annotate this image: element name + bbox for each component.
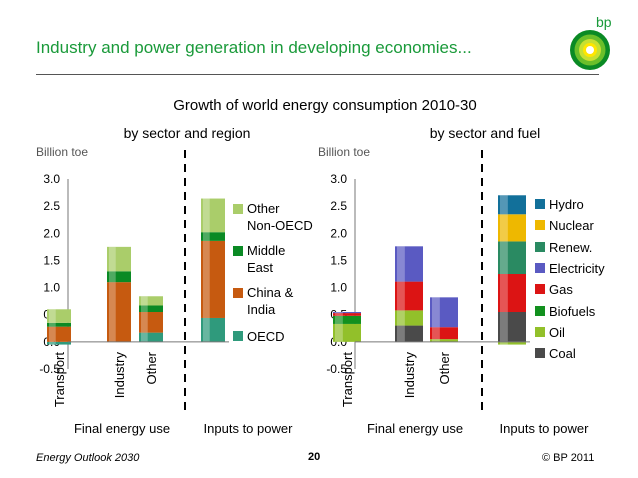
panel-sector-fuel-legend-swatch [535, 263, 545, 273]
panel-sector-region-group-label: Final energy use [74, 421, 170, 436]
panel-sector-fuel-ylabel: Billion toe [318, 145, 370, 159]
panel-sector-fuel-category-label: Industry [402, 352, 417, 399]
panel-sector-region-y-tick-label: 1.0 [43, 281, 60, 295]
panel-sector-fuel-y-tick-label: 1.0 [330, 281, 347, 295]
panel-sector-region-y-tick-label: -0.5 [39, 362, 60, 376]
panel-sector-fuel-y-tick-label: 1.5 [330, 253, 347, 267]
panel-sector-fuel-legend-label: Biofuels [549, 304, 596, 319]
panel-sector-fuel-bar-segment [498, 341, 526, 345]
panel-sector-fuel-bar-segment [333, 323, 361, 342]
panel-sector-region-bar-segment [47, 309, 71, 323]
title-rule [36, 74, 599, 75]
panel-sector-region-y-tick-label: 3.0 [43, 172, 60, 186]
panel-sector-region-legend-label: Middle East [247, 243, 285, 275]
panel-sector-fuel-bar-segment [333, 313, 361, 316]
panel-sector-region-bar-segment [107, 282, 131, 342]
panel-sector-region-bar-segment [107, 271, 131, 283]
panel-sector-region-bar-segment [47, 341, 71, 345]
panel-sector-fuel-bar-segment [498, 195, 526, 215]
panel-sector-fuel-legend-swatch [535, 284, 545, 294]
panel-sector-fuel-bar-segment [395, 246, 423, 282]
panel-sector-region-bar-segment [201, 198, 225, 233]
panel-sector-fuel-bar-segment [395, 325, 423, 342]
panel-sector-fuel-bar-segment [333, 315, 361, 324]
panel-sector-region-category-label: Other [144, 351, 159, 384]
panel-sector-fuel-y-tick-label: 2.5 [330, 199, 347, 213]
panel-sector-region-legend-label: Other Non-OECD [247, 201, 313, 233]
panel-sector-fuel-legend-label: Renew. [549, 240, 592, 255]
panel-sector-fuel-y-tick-label: 3.0 [330, 172, 347, 186]
panel-sector-region-bar-segment [47, 322, 71, 327]
panel-sector-region-legend-swatch [233, 288, 243, 298]
panel-sector-fuel-bar-segment [395, 281, 423, 311]
panel-sector-region-bar-segment [201, 317, 225, 342]
panel-sector-region-category-label: Transport [52, 352, 67, 408]
bp-logo-text: bp [596, 14, 612, 30]
panel-sector-fuel-legend-label: Gas [549, 282, 573, 297]
panel-sector-region-legend-swatch [233, 331, 243, 341]
panel-sector-region-bar-segment [139, 305, 163, 312]
panel-sector-region-legend-label: OECD [247, 329, 285, 344]
panel-sector-fuel-bar-segment [430, 327, 458, 340]
slide-title: Industry and power generation in develop… [36, 38, 472, 57]
panel-sector-fuel-legend-label: Oil [549, 325, 565, 340]
panel-sector-fuel-legend-label: Electricity [549, 261, 605, 276]
panel-sector-fuel-bar-segment [498, 312, 526, 342]
panel-sector-region-legend-label: China & India [247, 285, 294, 317]
panel-sector-region-legend-swatch [233, 246, 243, 256]
panel-sector-fuel-legend-label: Hydro [549, 197, 584, 212]
panel-sector-fuel-legend-swatch [535, 306, 545, 316]
panel-sector-fuel-group-label: Inputs to power [500, 421, 590, 436]
panel-sector-fuel-category-label: Other [437, 351, 452, 384]
panel-sector-fuel-legend-swatch [535, 327, 545, 337]
panel-sector-region-legend-swatch [233, 204, 243, 214]
panel-sector-fuel-legend-swatch [535, 242, 545, 252]
panel-sector-fuel-category-label: Transport [340, 352, 355, 408]
panel-sector-region-bar-segment [201, 232, 225, 241]
panel-sector-fuel-bar-segment [333, 312, 361, 314]
panel-sector-fuel-y-tick-label: -0.5 [326, 362, 347, 376]
panel-sector-fuel-legend-label: Nuclear [549, 218, 594, 233]
panel-sector-region-category-label: Industry [112, 352, 127, 399]
panel-sector-fuel-legend-swatch [535, 199, 545, 209]
panel-sector-region-subtitle: by sector and region [124, 125, 251, 141]
panel-sector-region-y-tick-label: 2.5 [43, 199, 60, 213]
footer-copyright: © BP 2011 [542, 452, 595, 464]
panel-sector-fuel-bar-segment [498, 241, 526, 274]
panel-sector-region-bar-segment [47, 326, 71, 342]
panel-sector-fuel-bar-segment [498, 274, 526, 312]
panel-sector-region-y-tick-label: 2.0 [43, 226, 60, 240]
panel-sector-region-bar-segment [139, 312, 163, 333]
helios-icon [570, 30, 610, 70]
panel-sector-fuel-legend-label: Coal [549, 346, 576, 361]
bp-logo: bp [570, 14, 612, 70]
chart-title: Growth of world energy consumption 2010-… [173, 97, 477, 114]
panel-sector-fuel-bar-segment [395, 310, 423, 326]
panel-sector-fuel-y-tick-label: 2.0 [330, 226, 347, 240]
panel-sector-region-y-tick-label: 1.5 [43, 253, 60, 267]
panel-sector-region-ylabel: Billion toe [36, 145, 88, 159]
panel-sector-fuel-group-label: Final energy use [367, 421, 463, 436]
panel-sector-fuel-legend-swatch [535, 348, 545, 358]
panel-sector-region-bar-segment [107, 246, 131, 272]
panel-sector-region-group-label: Inputs to power [204, 421, 294, 436]
panel-sector-region-bar-segment [201, 240, 225, 318]
panel-sector-fuel-bar-segment [430, 297, 458, 328]
panel-sector-fuel-bar-segment [498, 214, 526, 242]
panel-sector-fuel-subtitle: by sector and fuel [430, 125, 541, 141]
panel-sector-fuel-bar-segment [430, 339, 458, 342]
footer-source: Energy Outlook 2030 [36, 452, 140, 464]
panel-sector-region-bar-segment [139, 332, 163, 342]
panel-sector-region-bar-segment [139, 296, 163, 306]
panel-sector-fuel-legend-swatch [535, 220, 545, 230]
footer-page-number: 20 [308, 451, 321, 463]
